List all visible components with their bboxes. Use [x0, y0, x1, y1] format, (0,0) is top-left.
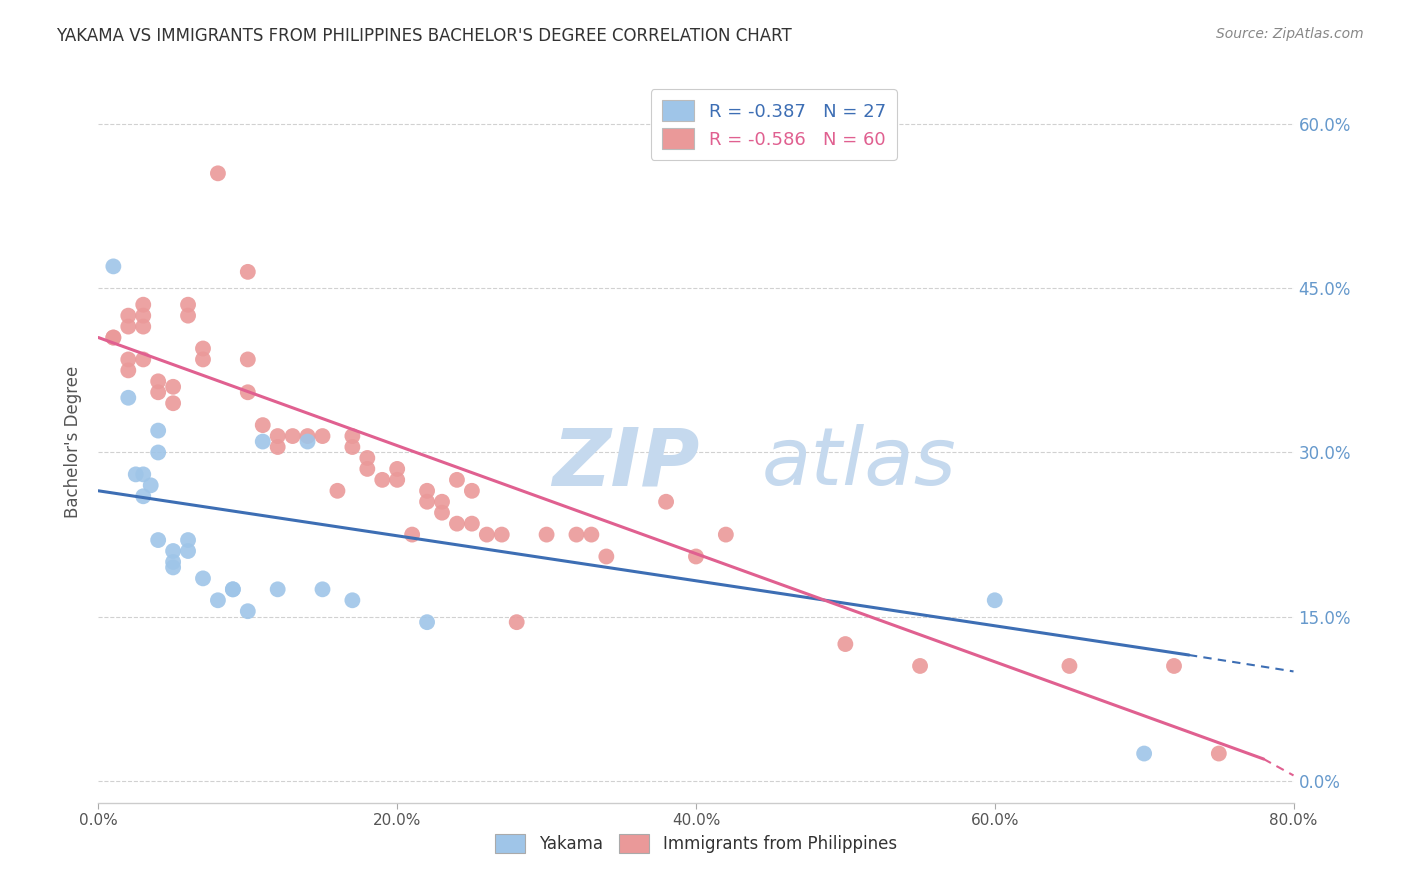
Point: [506, 615, 529, 630]
Point: [207, 166, 229, 180]
Point: [311, 429, 333, 443]
Point: [162, 380, 184, 394]
Point: [401, 527, 423, 541]
Point: [297, 434, 319, 449]
Point: [162, 560, 184, 574]
Point: [162, 544, 184, 558]
Point: [252, 434, 274, 449]
Point: [207, 593, 229, 607]
Point: [1163, 659, 1185, 673]
Point: [139, 478, 162, 492]
Point: [1208, 747, 1230, 761]
Point: [908, 659, 931, 673]
Point: [162, 396, 184, 410]
Point: [177, 309, 200, 323]
Point: [491, 527, 513, 541]
Point: [984, 593, 1007, 607]
Point: [148, 445, 170, 459]
Point: [132, 298, 155, 312]
Legend: Yakama, Immigrants from Philippines: Yakama, Immigrants from Philippines: [488, 827, 904, 860]
Point: [177, 298, 200, 312]
Point: [655, 494, 678, 508]
Point: [342, 440, 364, 454]
Point: [1133, 747, 1156, 761]
Text: ZIP: ZIP: [553, 425, 700, 502]
Point: [565, 527, 588, 541]
Point: [714, 527, 737, 541]
Point: [191, 571, 214, 585]
Point: [236, 265, 259, 279]
Point: [581, 527, 603, 541]
Point: [342, 593, 364, 607]
Y-axis label: Bachelor's Degree: Bachelor's Degree: [65, 366, 83, 517]
Point: [191, 342, 214, 356]
Point: [117, 363, 139, 377]
Point: [416, 615, 439, 630]
Point: [685, 549, 707, 564]
Point: [371, 473, 394, 487]
Text: atlas: atlas: [762, 425, 956, 502]
Point: [132, 309, 155, 323]
Point: [117, 352, 139, 367]
Point: [342, 429, 364, 443]
Point: [148, 533, 170, 547]
Point: [236, 604, 259, 618]
Point: [252, 418, 274, 433]
Point: [267, 440, 290, 454]
Point: [416, 483, 439, 498]
Point: [416, 494, 439, 508]
Point: [117, 391, 139, 405]
Point: [132, 319, 155, 334]
Point: [536, 527, 558, 541]
Point: [222, 582, 245, 597]
Point: [125, 467, 148, 482]
Point: [461, 516, 484, 531]
Point: [191, 352, 214, 367]
Text: Source: ZipAtlas.com: Source: ZipAtlas.com: [1216, 27, 1364, 41]
Point: [267, 582, 290, 597]
Point: [103, 330, 125, 344]
Point: [311, 582, 333, 597]
Point: [326, 483, 349, 498]
Point: [475, 527, 498, 541]
Text: YAKAMA VS IMMIGRANTS FROM PHILIPPINES BACHELOR'S DEGREE CORRELATION CHART: YAKAMA VS IMMIGRANTS FROM PHILIPPINES BA…: [56, 27, 792, 45]
Point: [236, 385, 259, 400]
Point: [103, 330, 125, 344]
Point: [132, 467, 155, 482]
Point: [1059, 659, 1081, 673]
Point: [356, 450, 378, 465]
Point: [385, 462, 409, 476]
Point: [132, 489, 155, 503]
Point: [446, 473, 468, 487]
Point: [595, 549, 617, 564]
Point: [430, 494, 453, 508]
Point: [148, 424, 170, 438]
Point: [385, 473, 409, 487]
Point: [281, 429, 304, 443]
Point: [117, 309, 139, 323]
Point: [297, 429, 319, 443]
Point: [148, 374, 170, 388]
Point: [430, 506, 453, 520]
Point: [267, 429, 290, 443]
Point: [103, 260, 125, 274]
Point: [148, 385, 170, 400]
Point: [461, 483, 484, 498]
Point: [117, 319, 139, 334]
Point: [222, 582, 245, 597]
Point: [834, 637, 856, 651]
Point: [162, 555, 184, 569]
Point: [356, 462, 378, 476]
Point: [177, 544, 200, 558]
Point: [177, 533, 200, 547]
Point: [236, 352, 259, 367]
Point: [132, 352, 155, 367]
Point: [446, 516, 468, 531]
